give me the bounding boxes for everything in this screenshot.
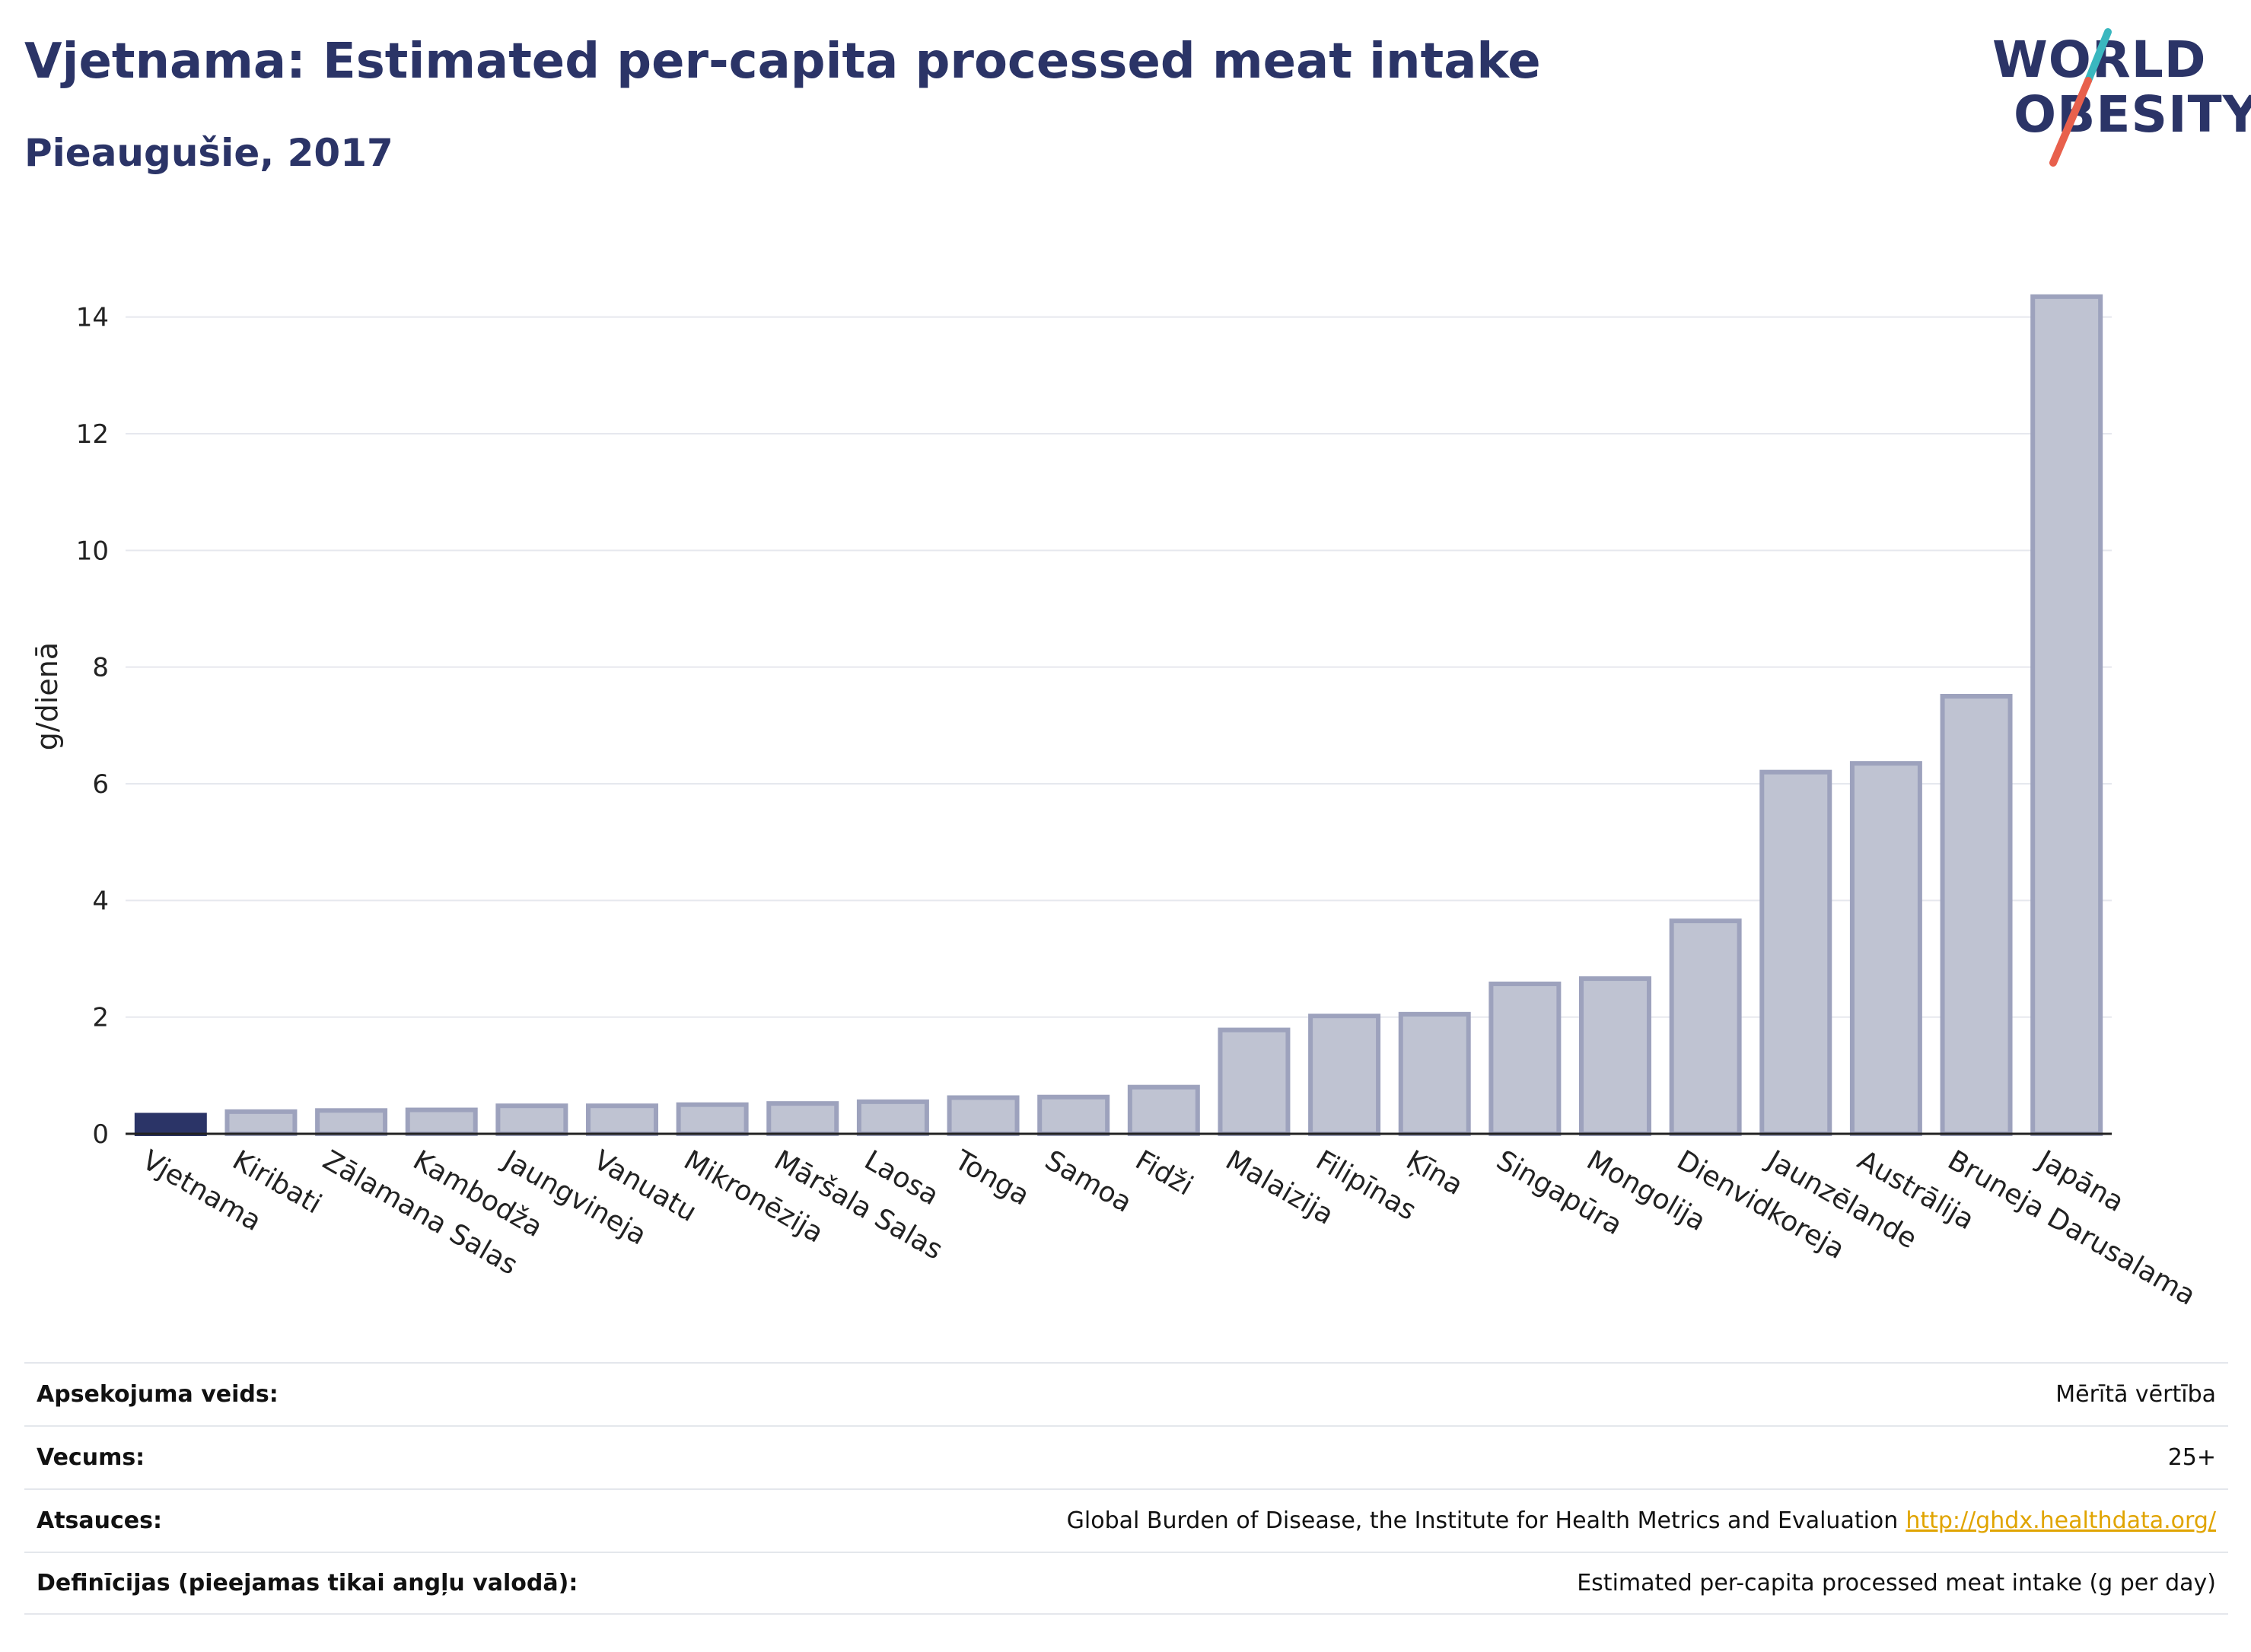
chart-title: Vjetnama: Estimated per-capita processed… <box>24 33 1541 90</box>
bar-Zālamana Salas[interactable] <box>315 1108 388 1137</box>
y-tick-label: 12 <box>76 419 109 450</box>
bars <box>134 294 2103 1137</box>
y-tick-label: 4 <box>92 886 109 916</box>
meta-label: Definīcijas (pieejamas tikai angļu valod… <box>37 1570 578 1596</box>
y-tick-label: 2 <box>92 1003 109 1033</box>
meta-row-references: Atsauces: Global Burden of Disease, the … <box>24 1488 2228 1552</box>
bar-Māršala Salas[interactable] <box>766 1101 839 1136</box>
y-axis-label: g/dienā <box>30 642 64 750</box>
world-obesity-logo[interactable]: WORLD OBESITY <box>1992 28 2251 167</box>
bar-Fidži[interactable] <box>1127 1084 1200 1136</box>
bar-Malaizija[interactable] <box>1218 1027 1291 1136</box>
meta-label: Vecums: <box>37 1444 145 1471</box>
bar-Dienvidkoreja[interactable] <box>1669 918 1742 1137</box>
bar-Jaunzēlande[interactable] <box>1759 769 1832 1137</box>
y-tick-label: 10 <box>76 536 109 566</box>
meta-row-survey-type: Apsekojuma veids: Mērītā vērtība <box>24 1362 2228 1425</box>
bar-Ķīna[interactable] <box>1398 1011 1471 1137</box>
source-link[interactable]: http://ghdx.healthdata.org/ <box>1906 1507 2216 1534</box>
y-tick-label: 8 <box>92 653 109 683</box>
bar-Vjetnama[interactable] <box>134 1112 207 1137</box>
y-tick-label: 6 <box>92 769 109 800</box>
bar-Jaungvineja[interactable] <box>495 1103 568 1136</box>
bar-Bruneja Darusalama[interactable] <box>1940 694 2013 1136</box>
bar-Mikronēzija[interactable] <box>676 1102 749 1136</box>
meta-value-wrap: Global Burden of Disease, the Institute … <box>1067 1507 2216 1534</box>
x-tick-label: Fidži <box>1130 1144 1199 1202</box>
bar-Laosa[interactable] <box>856 1099 929 1137</box>
chart-subtitle: Pieaugušie, 2017 <box>24 131 393 175</box>
meta-value: Estimated per-capita processed meat inta… <box>1577 1570 2216 1596</box>
meta-value: 25+ <box>2167 1444 2216 1471</box>
meta-value: Mērītā vērtība <box>2055 1381 2216 1408</box>
bar-Kambodža[interactable] <box>405 1107 478 1136</box>
bar-Austrālija[interactable] <box>1849 761 1922 1137</box>
meta-row-definitions: Definīcijas (pieejamas tikai angļu valod… <box>24 1552 2228 1615</box>
bar-Singapūra[interactable] <box>1488 981 1562 1137</box>
x-tick-label: Samoa <box>1040 1144 1137 1219</box>
meta-label: Apsekojuma veids: <box>37 1381 279 1408</box>
meta-value: Global Burden of Disease, the Institute … <box>1066 1507 1899 1534</box>
meta-row-age: Vecums: 25+ <box>24 1425 2228 1488</box>
meta-label: Atsauces: <box>37 1507 162 1534</box>
bar-Vanuatu[interactable] <box>586 1103 658 1136</box>
bar-Kiribati[interactable] <box>224 1109 298 1137</box>
logo-text-obesity: OBESITY <box>2014 85 2251 144</box>
metadata-table: Apsekojuma veids: Mērītā vērtība Vecums:… <box>24 1362 2228 1615</box>
y-tick-label: 14 <box>76 303 109 333</box>
bar-Mongolija[interactable] <box>1579 976 1651 1136</box>
bar-Samoa[interactable] <box>1037 1094 1110 1136</box>
x-tick-label: Tonga <box>949 1144 1035 1212</box>
y-tick-label: 0 <box>92 1119 109 1150</box>
logo-slash-icon <box>2049 28 2112 167</box>
bar-Japāna[interactable] <box>2030 294 2103 1136</box>
bar-Filipīnas[interactable] <box>1308 1014 1381 1136</box>
bar-Tonga[interactable] <box>947 1095 1020 1137</box>
